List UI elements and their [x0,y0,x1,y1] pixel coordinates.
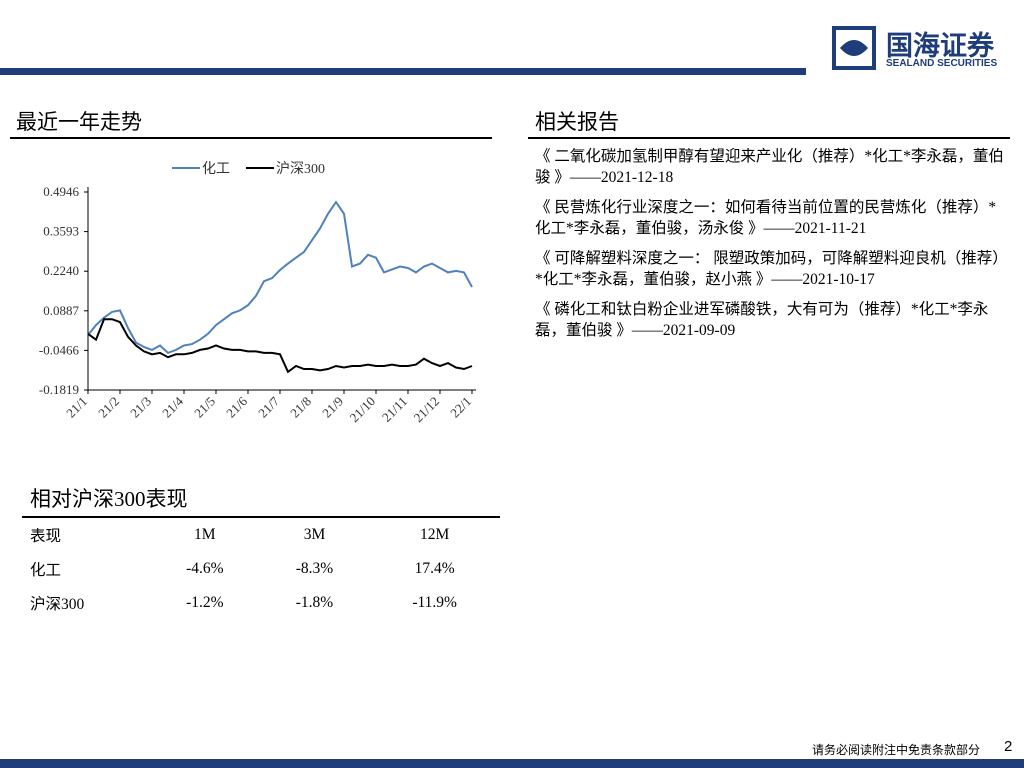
x-tick-label: 21/8 [287,394,314,421]
report-item: 《 磷化工和钛白粉企业进军磷酸铁，大有可为（推荐）*化工*李永磊，董伯骏 》——… [535,301,989,339]
logo-frame [832,26,876,70]
rule [10,137,492,139]
header-cell: 12M [420,526,450,543]
legend-label: 化工 [202,161,230,177]
x-tick-label: 21/12 [411,394,443,426]
cell: -1.8% [295,594,334,611]
cell: -1.2% [186,594,224,611]
x-tick-label: 21/11 [379,394,410,425]
rule [528,137,1010,139]
cell: -11.9% [412,594,457,611]
table-row: 化工 -4.6% -8.3% 17.4% [30,552,500,586]
series-line [87,200,473,355]
table-header: 表现 1M 3M 12M [30,518,500,552]
legend-label: 沪深300 [276,161,325,177]
brand: 国海证券 [886,31,994,62]
report-item: 《 二氧化碳加氢制甲醇有望迎来产业化（推荐）*化工*李永磊，董伯骏 》——202… [535,148,1004,186]
series-line [87,318,473,374]
cell: -4.6% [186,560,224,577]
cell: 沪深300 [30,596,85,613]
x-tick-label: 21/7 [255,393,282,420]
header-cell: 1M [194,526,216,543]
brand-en: SEALAND SECURITIES [886,58,998,69]
x-tick-label: 21/4 [159,393,186,420]
header-cell: 3M [303,526,326,543]
x-tick-label: 21/5 [191,394,218,421]
section-title: 最近一年走势 [16,110,142,134]
disclaimer: 请务必阅读附注中免责条款部分 [812,743,981,757]
report-item: 《 可降解塑料深度之一： 限塑政策加码，可降解塑料迎良机（推荐）*化工*李永磊，… [535,250,1001,288]
table: 表现 1M 3M 12M 化工 -4.6% -8.3% 17.4% 沪深300 -1.2% -1.8… [30,518,500,620]
section-title: 相对沪深300表现 [30,487,188,511]
y-tick-label: -0.1819 [39,382,79,397]
x-tick-label: 21/6 [223,393,250,420]
cell: 17.4% [414,560,455,577]
x-tick-label: 21/10 [347,394,379,426]
y-tick-label: 0.3593 [43,224,79,239]
y-tick-label: 0.0887 [43,303,79,318]
cell: -8.3% [295,560,334,577]
rule [22,516,500,518]
bottom-bar [0,759,1024,768]
x-tick-label: 21/2 [95,394,122,421]
logo-icon [832,26,876,70]
cell: 化工 [30,562,62,579]
header-cell: 表现 [30,528,62,545]
y-tick-label: -0.0466 [39,342,80,357]
top-bar [0,68,806,75]
y-tick-label: 0.2240 [43,263,79,278]
logo-wave [840,40,868,56]
y-tick-label: 0.4946 [43,184,79,199]
x-tick-label: 22/1 [447,394,474,421]
chart: -0.1819 -0.0466 0.0887 0.2240 0.3593 0.4946 21… [39,161,476,426]
table-row: 沪深300 -1.2% -1.8% -11.9% [30,586,500,620]
section-title: 相关报告 [535,110,619,134]
x-tick-label: 21/3 [127,394,154,421]
report-list: 《 二氧化碳加氢制甲醇有望迎来产业化（推荐）*化工*李永磊，董伯骏 》——202… [535,146,1005,350]
x-tick-label: 21/1 [63,394,90,421]
report-item: 《 民营炼化行业深度之一：如何看待当前位置的民营炼化（推荐）*化工*李永磊，董伯… [535,199,997,237]
page-number: 2 [1004,738,1013,755]
x-tick-label: 21/9 [319,394,346,421]
